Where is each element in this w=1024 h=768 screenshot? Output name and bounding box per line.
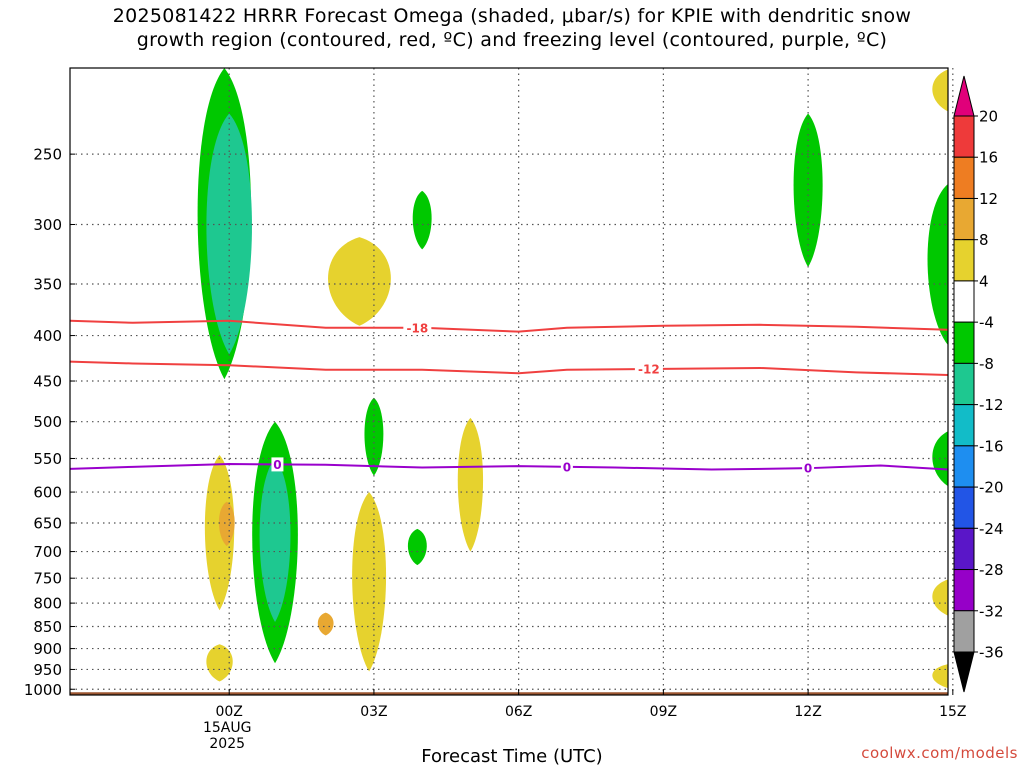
chart-title-line-2: growth region (contoured, red, ºC) and f… bbox=[136, 29, 888, 51]
y-tick-labels: 250 300 350 400 450 500 550 600 650 700 750 800 850 9… bbox=[24, 146, 62, 699]
x-tick-label: 06Z bbox=[505, 704, 532, 720]
contour-label-bg bbox=[802, 461, 815, 476]
contour-label-bg bbox=[271, 457, 284, 472]
y-tick-label: 300 bbox=[33, 216, 62, 234]
colorbar-label: -8 bbox=[979, 355, 994, 373]
colorbar-label: -24 bbox=[979, 520, 1004, 538]
contour-label-bg bbox=[560, 459, 573, 474]
colorbar-label: 12 bbox=[979, 190, 998, 208]
contour-label-2-1: 0 bbox=[563, 460, 571, 474]
y-tick-label: 1000 bbox=[24, 681, 62, 699]
contour-label-2-2: 0 bbox=[804, 462, 812, 476]
colorbar-label: -28 bbox=[979, 561, 1004, 579]
contour-label-2-0: 0 bbox=[273, 458, 281, 472]
surface-ground bbox=[70, 692, 948, 695]
colorbar-box bbox=[953, 445, 975, 488]
contour-label-bg bbox=[403, 320, 432, 335]
colorbar-label: -32 bbox=[979, 602, 1004, 620]
colorbar-box bbox=[953, 321, 975, 364]
colorbar-top-triangle bbox=[953, 75, 975, 117]
omega-region-7 bbox=[317, 612, 334, 636]
colorbar-label: 8 bbox=[979, 231, 989, 249]
omega-region-3 bbox=[259, 458, 291, 622]
omega-region-15 bbox=[927, 183, 948, 346]
x-tick-label: 03Z bbox=[360, 704, 387, 720]
colorbar-box bbox=[953, 569, 975, 612]
contour-label-0-0: -18 bbox=[406, 321, 428, 335]
colorbar-bottom-triangle bbox=[953, 651, 975, 693]
colorbar-box bbox=[953, 527, 975, 571]
x-tick-label: 12Z bbox=[794, 704, 821, 720]
chart-title: 2025081422 HRRR Forecast Omega (shaded, … bbox=[0, 4, 1024, 52]
colorbar-box bbox=[953, 239, 975, 282]
y-tick-label: 700 bbox=[33, 543, 62, 561]
y-tick-label: 550 bbox=[33, 450, 62, 468]
colorbar-label: 16 bbox=[979, 149, 998, 167]
omega-region-17 bbox=[932, 579, 948, 616]
contour-label-1-0: -12 bbox=[638, 362, 660, 376]
contour-line-1 bbox=[70, 360, 948, 376]
omega-region-6 bbox=[352, 492, 387, 672]
y-tick-label: 750 bbox=[33, 570, 62, 588]
y-tick-label: 600 bbox=[33, 484, 62, 502]
colorbar-box bbox=[953, 486, 975, 529]
contour-label-bg bbox=[634, 361, 663, 376]
y-tick-label: 250 bbox=[33, 146, 62, 164]
x-tick-label: 09Z bbox=[650, 704, 677, 720]
contour-line-2 bbox=[70, 463, 948, 471]
y-tick-label: 350 bbox=[33, 276, 62, 294]
plot-frame bbox=[69, 67, 949, 696]
colorbar: 20 16 12 8 4 -4 -8 -12 -16 -20 -24 -28 -32 -36 bbox=[953, 75, 1004, 693]
y-tick-label: 950 bbox=[33, 661, 62, 679]
omega-region-5 bbox=[218, 501, 235, 547]
colorbar-label: -4 bbox=[979, 314, 994, 332]
y-tick-label: 450 bbox=[33, 373, 62, 391]
colorbar-box bbox=[953, 362, 975, 406]
colorbar-box bbox=[953, 280, 975, 323]
colorbar-box bbox=[953, 610, 975, 653]
omega-region-8 bbox=[328, 237, 391, 326]
chart-title-line-1: 2025081422 HRRR Forecast Omega (shaded, … bbox=[112, 5, 912, 27]
colorbar-label: 20 bbox=[979, 108, 998, 126]
omega-region-13 bbox=[407, 528, 427, 566]
contours: -18 -12 0 0 0 bbox=[70, 319, 948, 476]
y-tick-label: 650 bbox=[33, 514, 62, 532]
x-tick-sublabel: 2025 bbox=[209, 736, 245, 752]
omega-region-10 bbox=[206, 644, 233, 682]
omega-region-18 bbox=[932, 664, 948, 688]
colorbar-label: -20 bbox=[979, 479, 1004, 497]
omega-region-4 bbox=[204, 454, 235, 611]
x-tick-label: 00Z bbox=[215, 704, 242, 720]
colorbar-label: -36 bbox=[979, 644, 1004, 662]
colorbar-box bbox=[953, 197, 975, 241]
y-tick-label: 400 bbox=[33, 327, 62, 345]
contour-line-0 bbox=[70, 319, 948, 333]
site-credit[interactable]: coolwx.com/models bbox=[861, 744, 1018, 762]
y-tick-label: 850 bbox=[33, 618, 62, 636]
y-tick-label: 500 bbox=[33, 413, 62, 431]
omega-region-19 bbox=[932, 69, 948, 112]
y-tick-label: 800 bbox=[33, 595, 62, 613]
omega-region-9 bbox=[457, 417, 484, 552]
colorbar-box bbox=[953, 156, 975, 199]
colorbar-label: -16 bbox=[979, 437, 1004, 455]
colorbar-label: -12 bbox=[979, 396, 1004, 414]
y-tick-label: 900 bbox=[33, 640, 62, 658]
colorbar-box bbox=[953, 404, 975, 447]
x-tick-sublabel: 15AUG bbox=[203, 720, 252, 736]
colorbar-label: 4 bbox=[979, 272, 989, 290]
x-tick-label: 15Z bbox=[939, 704, 966, 720]
colorbar-box bbox=[953, 115, 975, 158]
gridlines bbox=[70, 68, 954, 695]
omega-region-12 bbox=[412, 190, 432, 250]
